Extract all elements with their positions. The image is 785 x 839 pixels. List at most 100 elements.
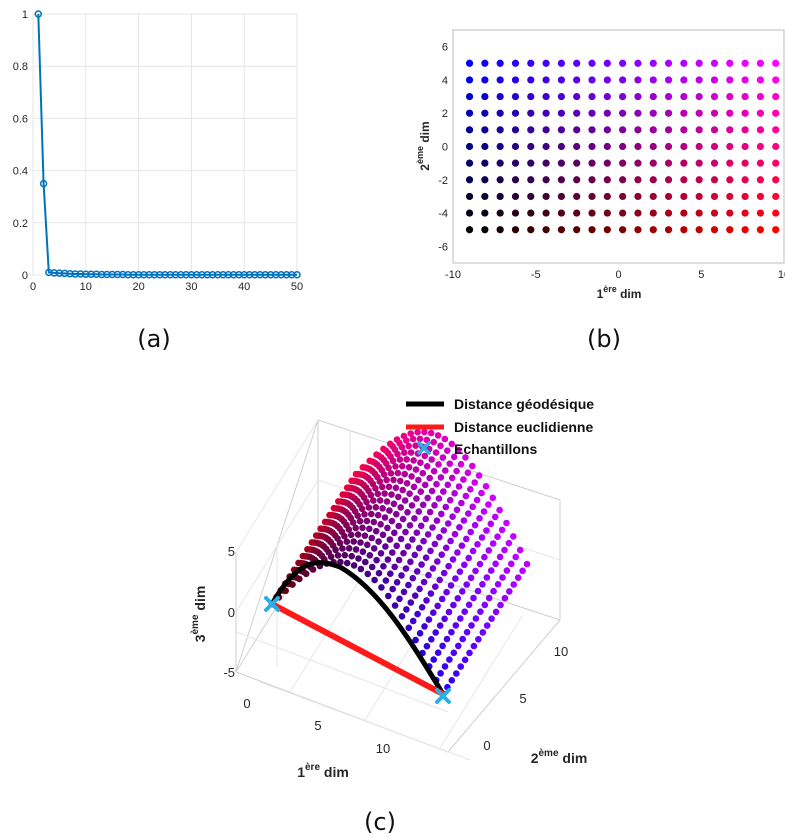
panel-b-point: [588, 92, 596, 101]
panel-b-point: [511, 159, 520, 167]
panel-c-point: [503, 567, 511, 574]
panel-b-x-tick: 0: [615, 269, 621, 281]
panel-c-point: [368, 510, 375, 518]
panel-b-point: [588, 126, 596, 134]
panel-b-point: [588, 59, 596, 67]
panel-c-point: [477, 608, 484, 615]
panel-c-point: [395, 556, 403, 564]
panel-b-point: [634, 59, 642, 67]
panel-b-point: [542, 209, 550, 217]
panel-b-point: [465, 142, 474, 151]
panel-a-y-tick: 1: [22, 9, 28, 21]
panel-c-point: [368, 534, 376, 542]
panel-b-point: [741, 159, 749, 167]
panel-b-point: [680, 192, 688, 201]
panel-c-point: [407, 430, 415, 437]
panel-c-point: [367, 491, 375, 499]
panel-b-point: [588, 76, 596, 84]
panel-c-point: [396, 456, 404, 463]
panel-a-point: [34, 10, 43, 18]
panel-b-point: [465, 192, 474, 201]
panel-c-point: [465, 554, 473, 562]
panel-c-point: [464, 469, 472, 477]
panel-b-point: [710, 109, 719, 117]
panel-c-point: [430, 656, 438, 663]
panel-b-point: [756, 92, 765, 101]
panel-b-point: [557, 192, 566, 201]
panel-c-point: [406, 522, 414, 529]
panel-c-point: [372, 485, 379, 492]
panel-b-point: [557, 126, 566, 134]
panel-b-point: [664, 142, 673, 151]
panel-c-point: [479, 581, 486, 588]
panel-b-point: [756, 142, 765, 151]
panel-b-point: [465, 226, 474, 234]
panel-c-point: [382, 543, 389, 550]
panel-c-point: [414, 610, 421, 618]
panel-c-point: [376, 478, 384, 485]
panel-c-point: [456, 524, 463, 531]
panel-c-point: [407, 449, 415, 456]
panel-b-point: [772, 226, 780, 234]
panel-b-point: [527, 226, 535, 234]
panel-b-point: [756, 209, 765, 217]
panel-c-point: [302, 570, 310, 578]
panel-c-point: [471, 479, 479, 486]
panel-c-point: [402, 528, 409, 536]
panel-a-markers: [34, 10, 301, 279]
panel-b-point: [741, 142, 749, 151]
panel-c-point: [469, 547, 477, 555]
panel-b-point: [527, 76, 535, 84]
panel-c-point: [380, 471, 388, 478]
panel-b-point: [726, 159, 734, 167]
y-tick-10: 10: [554, 644, 568, 659]
panel-c-point: [356, 517, 364, 525]
panel-c-point: [436, 622, 444, 629]
panel-c-point: [440, 527, 448, 534]
panel-b-point: [573, 176, 581, 184]
panel-b-point: [573, 209, 581, 217]
panel-c-zlabel: 3ème dim: [190, 586, 208, 643]
panel-c-point: [339, 545, 346, 552]
panel-b-point: [726, 209, 734, 217]
panel-b-point: [465, 59, 474, 67]
panel-c-point: [454, 595, 462, 602]
panel-c-point: [443, 635, 451, 643]
panel-c-point: [417, 522, 425, 530]
x-tick-5: 5: [314, 718, 321, 733]
panel-c-point: [428, 636, 435, 643]
panel-c-point: [378, 483, 386, 491]
panel-b-point: [588, 159, 596, 167]
panel-c-point: [512, 553, 519, 561]
panel-c-point: [463, 628, 471, 636]
panel-c-point: [332, 546, 339, 554]
panel-b-point: [527, 192, 535, 201]
panel-c-point: [466, 649, 473, 657]
panel-c-point: [416, 435, 424, 443]
sample-marker-1: [264, 596, 280, 612]
panel-c-point: [441, 615, 448, 623]
legend-label-geodesic: Distance géodésique: [454, 396, 594, 412]
panel-c-point: [391, 602, 399, 609]
panel-c-point: [398, 443, 406, 451]
panel-c-point: [334, 552, 342, 559]
panel-c-point: [448, 474, 456, 482]
panel-c-point: [401, 497, 409, 504]
panel-b-point: [634, 209, 642, 217]
panel-c-point: [508, 560, 515, 568]
panel-b-point: [496, 192, 504, 201]
panel-b-point: [680, 76, 688, 84]
panel-c-point: [496, 553, 504, 561]
panel-b-point: [664, 209, 673, 217]
panel-c-point: [448, 677, 456, 684]
panel-c-point: [472, 567, 479, 575]
panel-c-point: [480, 508, 488, 515]
panel-c-point: [489, 494, 497, 502]
panel-b-point: [741, 209, 749, 217]
panel-c-point: [409, 435, 417, 443]
panel-b-point: [557, 109, 566, 117]
panel-b-point: [511, 92, 520, 101]
panel-c-point: [506, 588, 513, 595]
panel-c-point: [437, 442, 444, 450]
caption-c: (c): [364, 808, 396, 836]
